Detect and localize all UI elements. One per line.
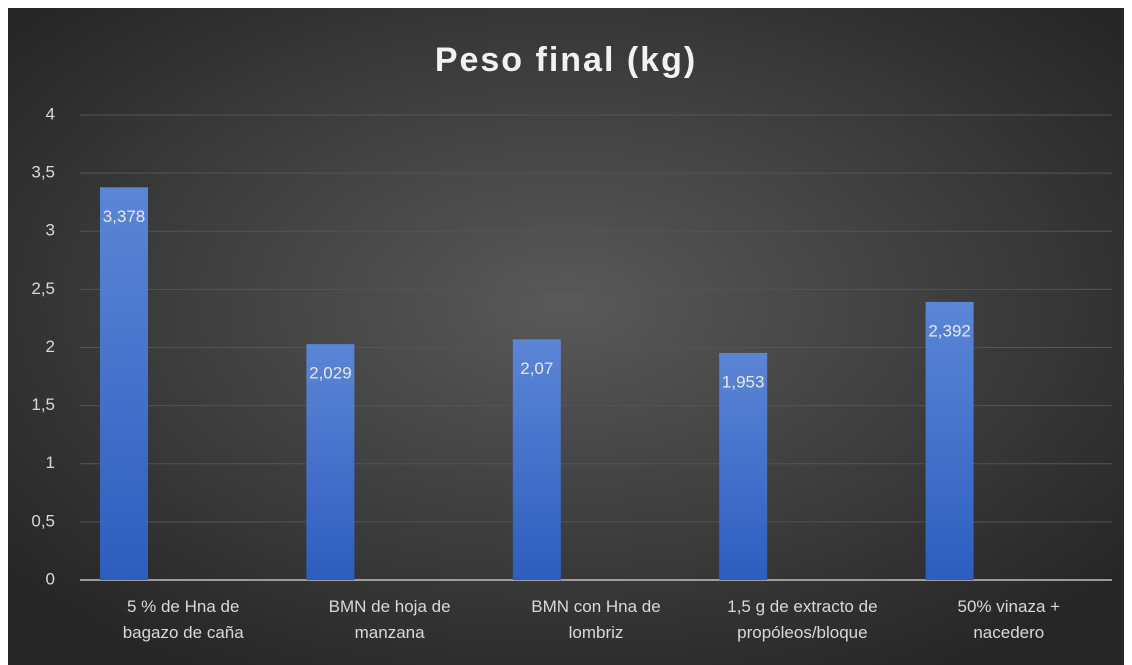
x-tick-label-box: 50% vinaza + nacedero (957, 597, 1061, 642)
x-tick-label-box: BMN de hoja de manzana (328, 597, 451, 642)
x-tick-label-box: 5 % de Hna de bagazo de caña (122, 597, 244, 642)
y-tick-label: 3 (46, 221, 55, 240)
y-tick-label: 4 (46, 104, 55, 123)
data-label: 2,392 (928, 321, 971, 340)
data-label: 2,029 (309, 364, 352, 383)
y-tick-label: 1,5 (31, 395, 55, 414)
y-tick-label: 3,5 (31, 163, 55, 182)
data-label: 1,953 (722, 372, 765, 391)
x-tick-label: 50% vinaza + nacedero (957, 597, 1061, 642)
bar (719, 352, 768, 580)
y-tick-label: 0,5 (31, 511, 55, 530)
y-tick-label: 0 (46, 569, 55, 588)
x-tick-label-box: 1,5 g de extracto de propóleos/bloque (727, 597, 878, 642)
y-tick-label: 2 (46, 337, 55, 356)
x-tick-label: BMN de hoja de manzana (328, 597, 451, 642)
x-tick-label-box: BMN con Hna de lombriz (531, 597, 661, 642)
y-tick-label: 1 (46, 453, 55, 472)
chart-title: Peso final (kg) (435, 41, 697, 79)
y-tick-label: 2,5 (31, 279, 55, 298)
data-label: 2,07 (520, 359, 553, 378)
bar (306, 344, 355, 580)
bar (100, 187, 148, 580)
x-tick-label: BMN con Hna de lombriz (531, 597, 661, 642)
data-label: 3,378 (103, 207, 146, 226)
bar (925, 301, 974, 580)
x-tick-label: 1,5 g de extracto de propóleos/bloque (727, 597, 878, 642)
bar (512, 339, 561, 580)
x-tick-label: 5 % de Hna de bagazo de caña (122, 597, 244, 642)
